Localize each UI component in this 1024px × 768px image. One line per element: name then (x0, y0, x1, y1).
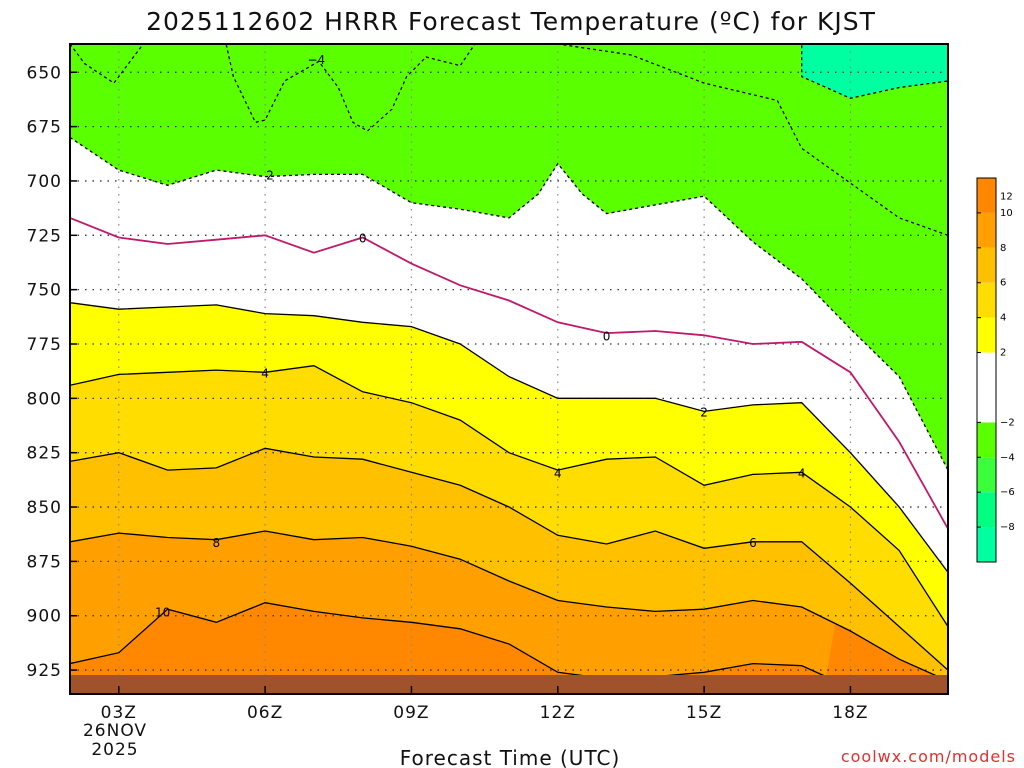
colorbar-frame (976, 177, 997, 563)
y-tick-label-725: 725 (27, 226, 62, 246)
y-tick-label-775: 775 (27, 335, 62, 355)
x-axis-label: Forecast Time (UTC) (400, 746, 621, 768)
colorbar-bin-9 (977, 178, 996, 213)
isotherm-c2_lower (70, 302, 948, 573)
isotherm-c6 (70, 447, 948, 671)
colorbar-label-2: 8 (1000, 243, 1006, 254)
colorbar-bin-5 (977, 317, 996, 353)
y-tick-label-650: 650 (27, 63, 62, 83)
x-tick-label-03Z: 03Z (101, 703, 137, 723)
y-tick-label-750: 750 (27, 281, 62, 301)
fill-above-c2 (70, 44, 948, 471)
isotherm-minus8 (587, 44, 948, 99)
contour-label-4: 4 (261, 366, 269, 380)
colorbar-label-6: −2 (1000, 417, 1015, 428)
y-tick-label-800: 800 (27, 389, 62, 409)
x-tick-label-09Z: 09Z (393, 703, 429, 723)
colorbar: 12 10 8 6 4 2 −2 −4 −6 −8 (976, 177, 1015, 563)
colorbar-label-3: 6 (1000, 278, 1006, 289)
colorbar-label-5: 2 (1000, 348, 1006, 359)
isotherm-zero (70, 217, 948, 530)
colorbar-label-1: 10 (1000, 208, 1013, 219)
colorbar-label-0: 12 (1000, 191, 1013, 202)
y-tick-label-850: 850 (27, 498, 62, 518)
x-tick-label-18Z: 18Z (832, 703, 868, 723)
x-tick-label-15Z: 15Z (686, 703, 722, 723)
x-tick-label-06Z: 06Z (247, 703, 283, 723)
colorbar-label-4: 4 (1000, 313, 1006, 324)
y-tick-label-900: 900 (27, 607, 62, 627)
date-label-day: 26NOV (83, 721, 147, 741)
contour-label-9: 6 (749, 536, 757, 550)
contour-label-7: 4 (798, 466, 806, 480)
y-tick-label-825: 825 (27, 444, 62, 464)
contour-label-1: 2 (266, 168, 274, 182)
colorbar-bin-3 (977, 422, 996, 458)
colorbar-bin-2 (977, 457, 996, 493)
colorbar-label-8: −6 (1000, 487, 1015, 498)
plot-area (70, 44, 948, 694)
isotherm-c10 (70, 602, 827, 680)
colorbar-bin-4 (977, 352, 996, 423)
contour-label-3: 0 (603, 329, 611, 343)
contour-label-10: 10 (155, 605, 170, 619)
colorbar-bin-6 (977, 282, 996, 318)
date-label-year: 2025 (91, 740, 138, 760)
surface-terrain (70, 675, 948, 694)
y-tick-label-925: 925 (27, 661, 62, 681)
isotherm-c4 (70, 365, 948, 627)
fill-minus8-region (587, 44, 948, 99)
contour-label-2: 0 (359, 231, 367, 245)
contour-label-8: 8 (213, 536, 221, 550)
isotherm-c2 (70, 136, 948, 471)
chart-title: 2025112602 HRRR Forecast Temperature (ºC… (146, 7, 876, 36)
contour-label-5: 2 (700, 405, 708, 419)
isotherm-c8 (70, 530, 948, 682)
contour-label-0: −4 (307, 53, 325, 67)
colorbar-bin-0 (977, 527, 996, 562)
colorbar-label-7: −4 (1000, 452, 1015, 463)
y-tick-label-700: 700 (27, 172, 62, 192)
y-tick-label-675: 675 (27, 118, 62, 138)
y-tick-label-875: 875 (27, 552, 62, 572)
x-tick-label-12Z: 12Z (540, 703, 576, 723)
colorbar-label-9: −8 (1000, 522, 1015, 533)
credit-text: coolwx.com/models (841, 747, 1016, 766)
colorbar-bin-1 (977, 492, 996, 528)
plot-frame (69, 43, 949, 695)
colorbar-bin-7 (977, 247, 996, 283)
colorbar-bin-8 (977, 212, 996, 248)
contour-label-6: 4 (554, 466, 562, 480)
